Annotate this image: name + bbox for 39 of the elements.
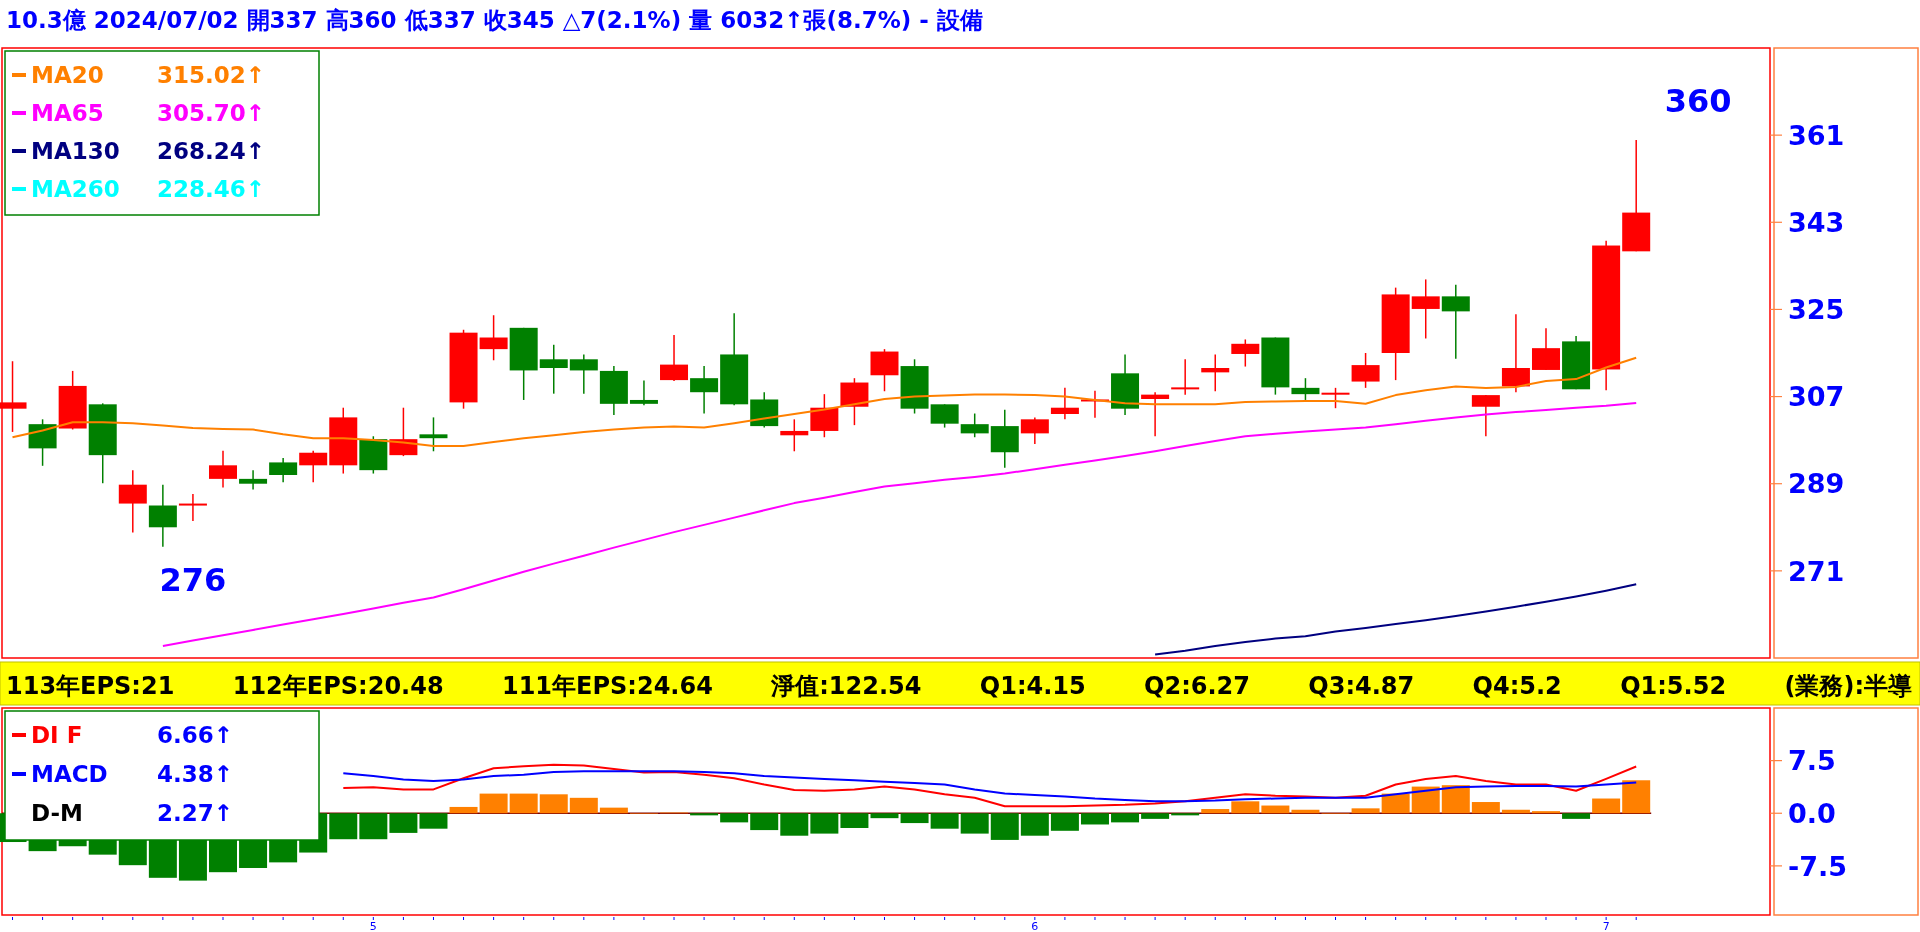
annotation: 305.70↑ <box>157 100 266 126</box>
y-tick-label: 361 <box>1788 119 1845 151</box>
series-label: D-M <box>31 800 83 826</box>
text: (業務):半導 <box>1784 672 1912 700</box>
annotation: 315.02↑ <box>157 62 266 88</box>
legend-label: MA20 <box>31 62 104 88</box>
y-tick-label: 343 <box>1788 207 1845 239</box>
y-tick-label: 271 <box>1788 555 1845 587</box>
y-tick-label: -7.5 <box>1788 850 1848 882</box>
text: 111年EPS:24.64 <box>501 672 713 700</box>
annotation: 276 <box>159 560 227 599</box>
y-tick-label: 7.5 <box>1788 745 1836 777</box>
annotation: 2.27↑ <box>157 800 234 826</box>
text: Q2:6.27 <box>1144 672 1250 700</box>
text: 360 <box>1664 81 1732 120</box>
x-tick-label: 5 <box>369 920 377 932</box>
text: 113年EPS:21 <box>6 672 175 700</box>
text: 淨值:122.54 <box>770 672 922 700</box>
y-tick-label: 307 <box>1788 381 1845 413</box>
y-tick-label: 0.0 <box>1788 797 1836 829</box>
title: 10.3億 2024/07/02 開337 高360 低337 收345 △7(2.1%) 量 6032↑張(8.7%) - 設備 <box>6 7 983 33</box>
legend-label: MACD <box>31 761 108 787</box>
y-tick-label: 325 <box>1788 294 1845 326</box>
annotation: 6.66↑ <box>157 722 234 748</box>
annotation: 228.46↑ <box>157 176 266 202</box>
legend-label: DI F <box>31 722 83 748</box>
text: Q1:5.52 <box>1620 672 1727 700</box>
legend-label: MA260 <box>31 176 120 202</box>
y-tick-label: 289 <box>1788 468 1845 500</box>
text: Q1:4.15 <box>979 672 1086 700</box>
x-tick-label: 6 <box>1031 920 1039 932</box>
annotation: 268.24↑ <box>157 138 266 164</box>
text: Q4:5.2 <box>1472 672 1562 700</box>
text: 112年EPS:20.48 <box>232 672 444 700</box>
annotation: 4.38↑ <box>157 761 234 787</box>
legend-label: MA65 <box>31 100 104 126</box>
legend-label: MA130 <box>31 138 120 164</box>
text: Q3:4.87 <box>1308 672 1415 700</box>
x-tick-label: 7 <box>1602 920 1610 932</box>
